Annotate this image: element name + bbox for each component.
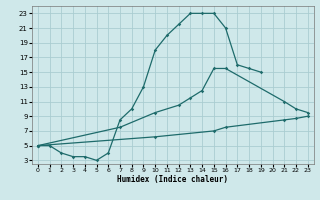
X-axis label: Humidex (Indice chaleur): Humidex (Indice chaleur) (117, 175, 228, 184)
